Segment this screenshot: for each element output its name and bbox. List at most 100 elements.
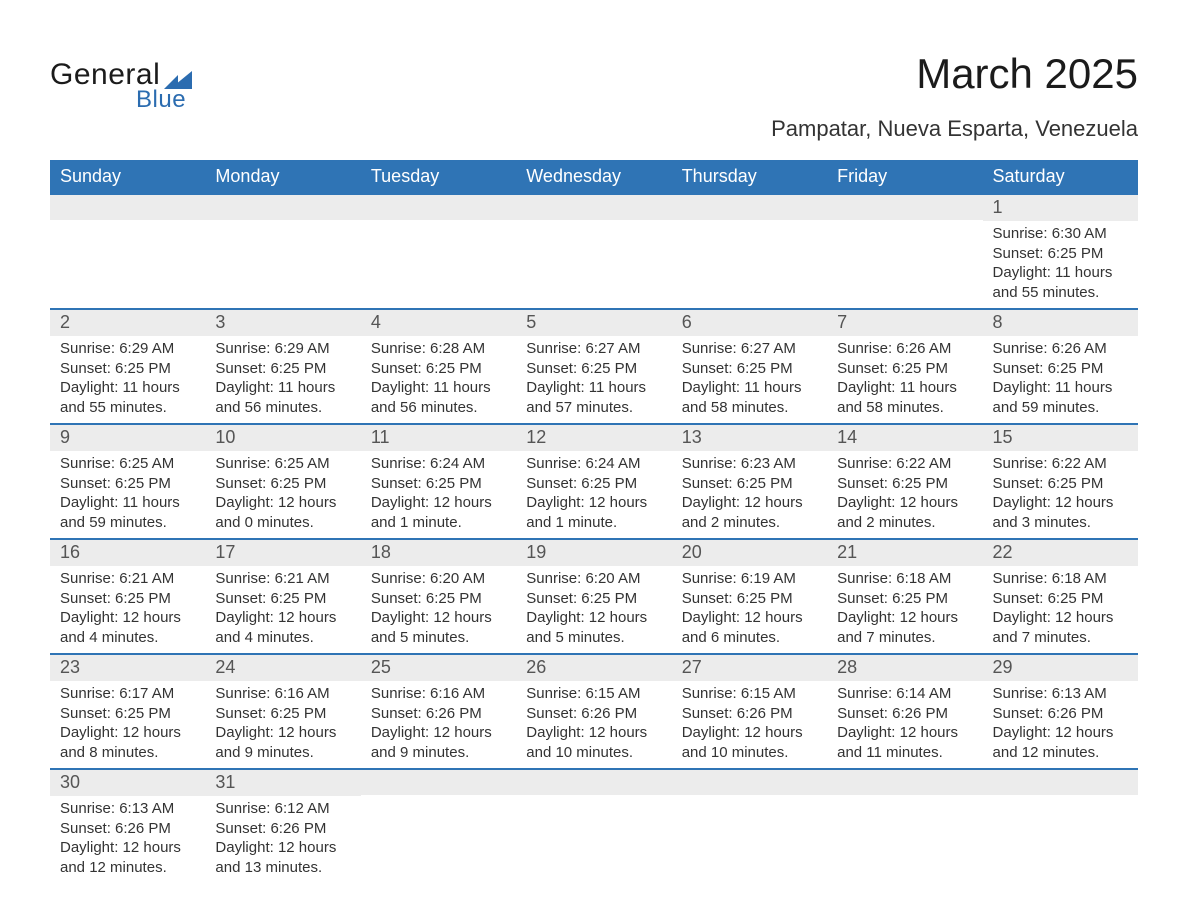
day-body: Sunrise: 6:27 AMSunset: 6:25 PMDaylight:…: [516, 336, 671, 423]
day-number-bar: 30: [50, 770, 205, 796]
day-daylight2-text: and 59 minutes.: [993, 398, 1128, 418]
day-sunrise-text: Sunrise: 6:16 AM: [371, 684, 506, 704]
day-number: 16: [50, 540, 205, 565]
day-number: 18: [361, 540, 516, 565]
day-sunrise-text: Sunrise: 6:28 AM: [371, 339, 506, 359]
day-body: [827, 795, 982, 804]
day-daylight1-text: Daylight: 11 hours: [993, 263, 1128, 283]
day-sunset-text: Sunset: 6:25 PM: [837, 589, 972, 609]
day-body: Sunrise: 6:21 AMSunset: 6:25 PMDaylight:…: [50, 566, 205, 653]
day-daylight2-text: and 10 minutes.: [526, 743, 661, 763]
day-sunset-text: Sunset: 6:25 PM: [215, 589, 350, 609]
day-sunrise-text: Sunrise: 6:21 AM: [215, 569, 350, 589]
day-daylight2-text: and 8 minutes.: [60, 743, 195, 763]
calendar-day-cell: 23Sunrise: 6:17 AMSunset: 6:25 PMDayligh…: [50, 654, 205, 769]
day-sunrise-text: Sunrise: 6:29 AM: [60, 339, 195, 359]
day-sunset-text: Sunset: 6:25 PM: [993, 359, 1128, 379]
day-daylight1-text: Daylight: 11 hours: [60, 493, 195, 513]
day-body: Sunrise: 6:25 AMSunset: 6:25 PMDaylight:…: [50, 451, 205, 538]
day-daylight1-text: Daylight: 12 hours: [837, 608, 972, 628]
calendar-day-cell: 3Sunrise: 6:29 AMSunset: 6:25 PMDaylight…: [205, 309, 360, 424]
brand-name-part2: Blue: [136, 86, 192, 114]
day-sunrise-text: Sunrise: 6:24 AM: [371, 454, 506, 474]
day-sunset-text: Sunset: 6:25 PM: [215, 359, 350, 379]
day-sunrise-text: Sunrise: 6:23 AM: [682, 454, 817, 474]
day-daylight2-text: and 1 minute.: [371, 513, 506, 533]
calendar-day-cell: [516, 194, 671, 309]
day-number: 10: [205, 425, 360, 450]
day-daylight2-text: and 1 minute.: [526, 513, 661, 533]
day-number-bar: 18: [361, 540, 516, 566]
calendar-head: SundayMondayTuesdayWednesdayThursdayFrid…: [50, 160, 1138, 194]
day-body: Sunrise: 6:30 AMSunset: 6:25 PMDaylight:…: [983, 221, 1138, 308]
day-body: [516, 795, 671, 804]
day-daylight2-text: and 2 minutes.: [682, 513, 817, 533]
day-body: Sunrise: 6:12 AMSunset: 6:26 PMDaylight:…: [205, 796, 360, 883]
calendar-day-cell: [827, 769, 982, 883]
day-number: 24: [205, 655, 360, 680]
day-number: [672, 770, 827, 795]
day-sunrise-text: Sunrise: 6:29 AM: [215, 339, 350, 359]
calendar-day-cell: 12Sunrise: 6:24 AMSunset: 6:25 PMDayligh…: [516, 424, 671, 539]
day-sunrise-text: Sunrise: 6:13 AM: [993, 684, 1128, 704]
calendar-day-cell: 1Sunrise: 6:30 AMSunset: 6:25 PMDaylight…: [983, 194, 1138, 309]
day-body: Sunrise: 6:29 AMSunset: 6:25 PMDaylight:…: [205, 336, 360, 423]
day-number-bar: 10: [205, 425, 360, 451]
calendar-day-cell: 29Sunrise: 6:13 AMSunset: 6:26 PMDayligh…: [983, 654, 1138, 769]
calendar-week-row: 16Sunrise: 6:21 AMSunset: 6:25 PMDayligh…: [50, 539, 1138, 654]
day-daylight2-text: and 55 minutes.: [993, 283, 1128, 303]
day-number: 14: [827, 425, 982, 450]
calendar-day-cell: 15Sunrise: 6:22 AMSunset: 6:25 PMDayligh…: [983, 424, 1138, 539]
day-body: [516, 220, 671, 229]
day-number: 17: [205, 540, 360, 565]
day-daylight2-text: and 56 minutes.: [215, 398, 350, 418]
day-number-bar: [361, 195, 516, 220]
day-sunset-text: Sunset: 6:25 PM: [837, 359, 972, 379]
day-body: Sunrise: 6:14 AMSunset: 6:26 PMDaylight:…: [827, 681, 982, 768]
day-body: [672, 220, 827, 229]
day-number-bar: [827, 770, 982, 795]
day-sunset-text: Sunset: 6:26 PM: [993, 704, 1128, 724]
weekday-header: Friday: [827, 160, 982, 194]
day-daylight1-text: Daylight: 12 hours: [60, 608, 195, 628]
day-sunset-text: Sunset: 6:25 PM: [993, 474, 1128, 494]
day-number-bar: 25: [361, 655, 516, 681]
weekday-header: Thursday: [672, 160, 827, 194]
day-body: Sunrise: 6:16 AMSunset: 6:25 PMDaylight:…: [205, 681, 360, 768]
day-number-bar: 29: [983, 655, 1138, 681]
day-number-bar: 20: [672, 540, 827, 566]
day-daylight2-text: and 5 minutes.: [526, 628, 661, 648]
day-number-bar: 31: [205, 770, 360, 796]
calendar-day-cell: 5Sunrise: 6:27 AMSunset: 6:25 PMDaylight…: [516, 309, 671, 424]
calendar-day-cell: 17Sunrise: 6:21 AMSunset: 6:25 PMDayligh…: [205, 539, 360, 654]
day-sunset-text: Sunset: 6:25 PM: [682, 359, 817, 379]
calendar-day-cell: 21Sunrise: 6:18 AMSunset: 6:25 PMDayligh…: [827, 539, 982, 654]
day-sunrise-text: Sunrise: 6:20 AM: [526, 569, 661, 589]
day-daylight1-text: Daylight: 11 hours: [682, 378, 817, 398]
day-daylight2-text: and 7 minutes.: [993, 628, 1128, 648]
day-body: Sunrise: 6:15 AMSunset: 6:26 PMDaylight:…: [516, 681, 671, 768]
day-sunset-text: Sunset: 6:25 PM: [60, 704, 195, 724]
calendar-day-cell: [983, 769, 1138, 883]
day-body: Sunrise: 6:18 AMSunset: 6:25 PMDaylight:…: [827, 566, 982, 653]
day-daylight2-text: and 56 minutes.: [371, 398, 506, 418]
day-body: [827, 220, 982, 229]
calendar-day-cell: 28Sunrise: 6:14 AMSunset: 6:26 PMDayligh…: [827, 654, 982, 769]
day-sunset-text: Sunset: 6:25 PM: [371, 474, 506, 494]
calendar-day-cell: 26Sunrise: 6:15 AMSunset: 6:26 PMDayligh…: [516, 654, 671, 769]
day-number-bar: 6: [672, 310, 827, 336]
day-number: [827, 195, 982, 220]
day-number-bar: 4: [361, 310, 516, 336]
day-daylight1-text: Daylight: 12 hours: [215, 838, 350, 858]
day-number: [516, 770, 671, 795]
day-daylight1-text: Daylight: 11 hours: [371, 378, 506, 398]
calendar-day-cell: [672, 194, 827, 309]
day-number-bar: 23: [50, 655, 205, 681]
day-daylight2-text: and 12 minutes.: [60, 858, 195, 878]
day-number-bar: [516, 770, 671, 795]
brand-logo: General Blue: [50, 58, 192, 114]
day-sunrise-text: Sunrise: 6:20 AM: [371, 569, 506, 589]
day-number-bar: [516, 195, 671, 220]
day-daylight2-text: and 58 minutes.: [682, 398, 817, 418]
day-number-bar: 21: [827, 540, 982, 566]
